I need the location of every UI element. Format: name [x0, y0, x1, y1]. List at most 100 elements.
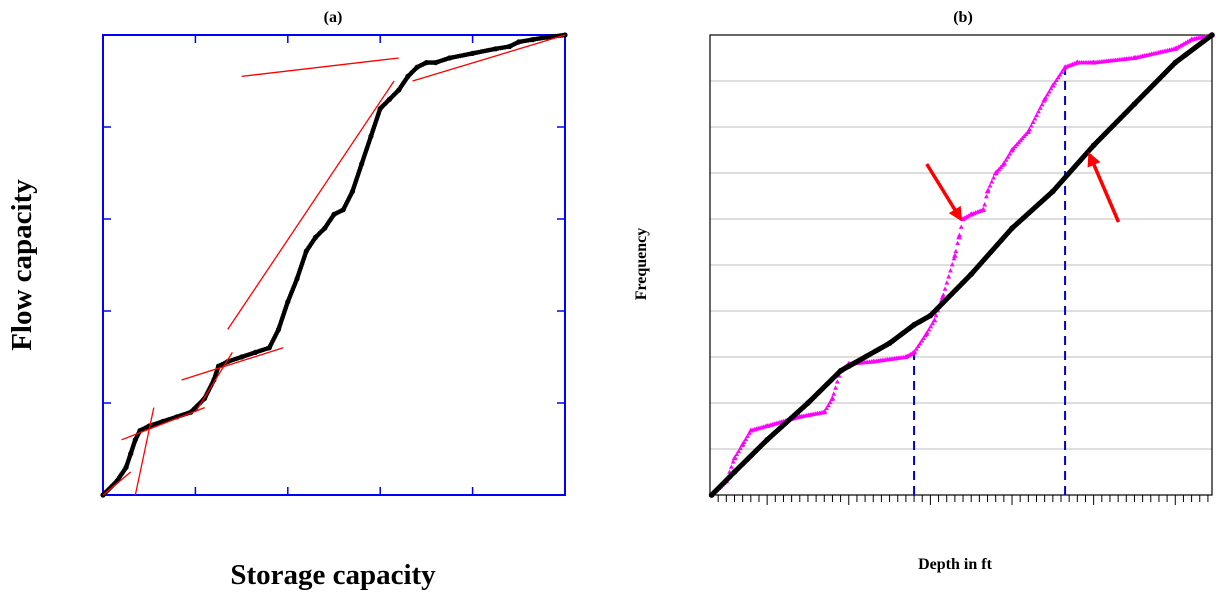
panel-b-flow-capacity-point	[1052, 80, 1058, 85]
panel-b-flow-capacity-point	[1059, 69, 1065, 74]
panel-b-flow-capacity-point	[734, 451, 740, 457]
panel-b-flow-capacity-point	[942, 286, 948, 291]
panel-a-curve-dot	[358, 163, 364, 169]
panel-b-flow-capacity-point	[737, 445, 743, 451]
panel-a-curve-dot	[339, 208, 344, 214]
panel-b-flow-capacity-point	[913, 346, 919, 351]
panel-b-storage-capacity-datum	[731, 469, 738, 475]
panel-b-flow-capacity-point	[827, 399, 833, 405]
panel-a-curve-dot	[377, 108, 382, 114]
panel-b-flow-capacity-point	[928, 323, 934, 329]
panel-b-flow-capacity-datum	[870, 358, 877, 364]
panel-b-flow-capacity-point	[834, 379, 840, 384]
panel-b-flow-capacity-point	[728, 464, 734, 469]
panel-b-storage-capacity-datum	[968, 271, 975, 278]
panel-b-flow-capacity-point	[1003, 157, 1009, 162]
panel-b-flow-capacity-point	[989, 179, 995, 184]
panel-b-flow-capacity-datum	[739, 441, 746, 447]
panel-b-flow-capacity-datum	[796, 413, 803, 419]
panel-a-data-points	[100, 32, 568, 498]
panel-b-flow-capacity-point	[1045, 92, 1050, 97]
panel-b-flow-capacity-point	[1005, 154, 1011, 159]
panel-b-flow-capacity-point	[982, 202, 987, 207]
panel-a-curve-dot	[349, 191, 354, 196]
panel-b-flow-capacity-point	[915, 343, 921, 349]
panel-b-flow-capacity-point	[745, 433, 750, 438]
panel-a-hfu-fit-line	[121, 406, 205, 441]
panel-b-flow-capacity-point	[921, 335, 926, 340]
panel-a-curve-dot	[422, 61, 427, 66]
panel-b-flow-capacity-datum	[829, 395, 836, 401]
panel-b-flow-capacity-point	[919, 338, 925, 343]
panel-b-y-axis-label: Frequency	[633, 228, 650, 301]
panel-b-flow-capacity-datum	[903, 354, 909, 359]
panel-b-flow-capacity-point	[983, 193, 989, 199]
panel-b-flow-capacity-point	[1046, 89, 1052, 94]
panel-a-curve-dot	[237, 355, 242, 360]
panel-a-curve-dot	[158, 419, 164, 425]
panel-b-flow-capacity-point	[944, 280, 950, 285]
panel-b-storage-capacity-datum	[1131, 101, 1138, 107]
panel-a-y-axis-label: Flow capacity	[6, 179, 38, 351]
panel-b-storage-capacity-datum	[708, 492, 715, 498]
panel-a-curve-dot	[275, 329, 280, 334]
panel-b-storage-capacity-datum	[1090, 142, 1097, 149]
panel-b-flow-capacity-datum	[1041, 96, 1048, 102]
panel-b-flow-capacity-point	[1030, 119, 1036, 125]
panel-b-flow-capacity-point	[730, 459, 736, 464]
panel-b-flow-capacity-datum	[1062, 64, 1068, 70]
panel-a-curve-dot	[367, 136, 373, 141]
panel-b-flow-capacity-point	[1055, 74, 1061, 80]
panel-b-flow-capacity-datum	[1025, 128, 1032, 134]
panel-b-plot-frame	[709, 34, 1213, 496]
panel-a-curve-dot	[514, 40, 520, 46]
panel-b-flow-capacity-point	[746, 430, 752, 435]
panel-a-curve-dot	[312, 236, 317, 242]
panel-a-x-axis-label: Storage capacity	[230, 559, 436, 591]
panel-b-storage-capacity-datum	[927, 312, 934, 319]
panel-b-storage-capacity-series	[708, 32, 1215, 498]
panel-b-flow-capacity-datum	[923, 331, 930, 336]
panel-b-flow-capacity-point	[948, 268, 953, 273]
panel-b-storage-capacity-datum	[845, 363, 852, 370]
panel-b-flow-capacity-datum	[911, 349, 917, 355]
panel-b-storage-capacity-datum	[1050, 188, 1056, 195]
panel-a-curve-dot	[320, 227, 326, 233]
panel-b-flow-capacity-point	[949, 262, 955, 267]
panel-a-curve-dot	[265, 346, 270, 351]
panel-a-hfu-fit-line	[241, 57, 399, 78]
panel-b-flow-capacity-point	[926, 326, 932, 332]
panel-b-flow-capacity-datum	[956, 234, 962, 240]
panel-a-hfu-fit-line	[181, 347, 284, 381]
panel-a-curve-dot	[385, 98, 391, 104]
panel-b-flow-capacity-point	[1037, 105, 1043, 110]
panel-b-flow-capacity-datum	[984, 188, 991, 194]
panel-b-flow-capacity-datum	[1090, 59, 1097, 65]
panel-b-flow-capacity-datum	[992, 170, 999, 175]
panel-b-storage-capacity-datum	[886, 340, 893, 347]
panel-b-flow-capacity-point	[825, 402, 831, 408]
panel-b-storage-capacity-datum	[837, 368, 844, 374]
panel-a-curve-dot	[132, 439, 137, 445]
panel-b-flow-capacity-datum	[980, 206, 987, 212]
panel-b: (b) Depth in ft Frequency	[633, 9, 1215, 573]
panel-a-curve-dot	[431, 60, 436, 65]
panel-b-flow-capacity-point	[1028, 123, 1034, 128]
panel-b-flow-capacity-datum	[1172, 45, 1179, 51]
panel-b-flow-capacity-point	[743, 436, 749, 441]
panel-b-x-axis-label: Depth in ft	[918, 556, 992, 573]
panel-b-flow-capacity-datum	[1131, 55, 1138, 60]
panel-b-flow-capacity-point	[933, 313, 939, 318]
panel-a-curve-dot	[122, 466, 128, 472]
panel-b-flow-capacity-datum	[1009, 147, 1015, 152]
panel-a-curve-dot	[330, 213, 336, 219]
panel-b-flow-capacity-datum	[821, 409, 828, 415]
panel-a-curve-dot	[251, 350, 256, 356]
panel-b-storage-capacity-datum	[764, 437, 770, 443]
panel-b-flow-capacity-datum	[1050, 82, 1056, 88]
panel-a-hfu-fit-line	[134, 407, 155, 496]
panel-b-storage-capacity-datum	[1209, 32, 1215, 38]
panel-b-flow-capacity-datum	[731, 455, 738, 461]
panel-b-flow-capacity-point	[953, 248, 959, 254]
